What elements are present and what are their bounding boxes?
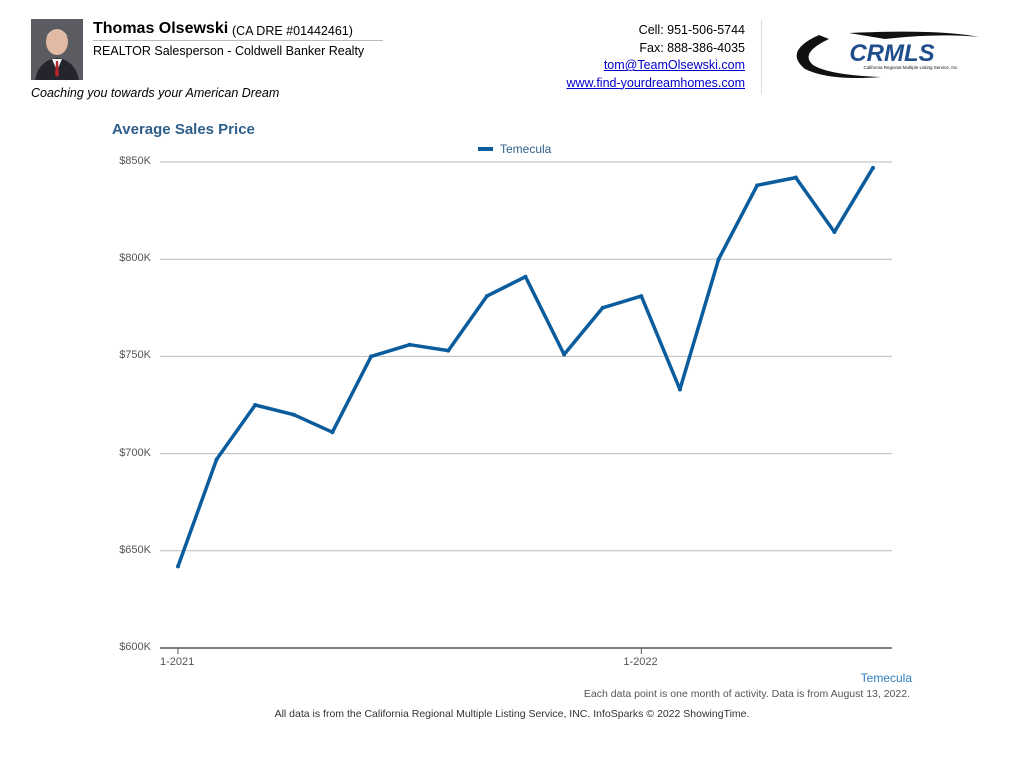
data-point xyxy=(755,183,760,188)
agent-photo xyxy=(31,19,83,80)
data-point xyxy=(562,352,567,357)
data-point xyxy=(176,564,180,569)
data-point xyxy=(369,354,374,359)
website-link[interactable]: www.find-yourdreamhomes.com xyxy=(566,75,745,90)
y-tick-label: $850K xyxy=(119,155,151,167)
data-point xyxy=(214,457,219,462)
chart-title: Average Sales Price xyxy=(112,121,255,138)
data-point xyxy=(523,274,528,279)
agent-license: (CA DRE #01442461) xyxy=(232,24,353,38)
data-point xyxy=(330,430,335,435)
y-tick-label: $750K xyxy=(119,349,151,362)
agent-name: Thomas Olsewski xyxy=(93,20,229,37)
logo-text: CRMLS xyxy=(849,40,934,67)
data-point xyxy=(677,387,682,392)
y-tick-label: $600K xyxy=(119,641,151,653)
fax-number: Fax: 888-386-4035 xyxy=(639,40,745,55)
y-tick-label: $700K xyxy=(119,446,151,459)
cell-phone: Cell: 951-506-5744 xyxy=(638,23,745,37)
data-point xyxy=(407,342,412,347)
data-point xyxy=(446,348,451,353)
tagline: Coaching you towards your American Dream xyxy=(31,86,280,100)
header-divider xyxy=(93,40,383,41)
legend-item[interactable]: Temecula xyxy=(478,142,551,156)
agent-title: REALTOR Salesperson - Coldwell Banker Re… xyxy=(93,44,365,58)
contact-block: Cell: 951-506-5744 Fax: 888-386-4035 tom… xyxy=(566,22,745,92)
y-tick-label: $800K xyxy=(119,252,151,265)
series-line-temecula xyxy=(176,166,875,569)
data-point xyxy=(871,165,875,170)
data-point xyxy=(793,175,798,180)
data-point xyxy=(484,294,489,299)
x-tick-label: 1-2022 xyxy=(623,656,658,668)
source-note: All data is from the California Regional… xyxy=(274,708,750,720)
crmls-logo: CRMLS California Regional Multiple Listi… xyxy=(796,31,979,78)
data-point xyxy=(253,403,258,407)
x-tick-label: 1-2021 xyxy=(160,656,195,668)
data-point xyxy=(716,257,721,262)
y-tick-label: $650K xyxy=(119,543,151,556)
legend-label: Temecula xyxy=(500,142,552,156)
header-vertical-divider xyxy=(761,20,762,94)
data-note: Each data point is one month of activity… xyxy=(583,688,910,700)
logo-subtext: California Regional Multiple Listing Ser… xyxy=(863,65,958,70)
data-point xyxy=(600,305,605,310)
data-point xyxy=(291,412,296,417)
data-point xyxy=(832,229,837,234)
email-link[interactable]: tom@TeamOlsewski.com xyxy=(603,58,745,72)
series-label: Temecula xyxy=(860,671,912,685)
data-point xyxy=(639,294,644,299)
legend-swatch xyxy=(478,147,493,151)
